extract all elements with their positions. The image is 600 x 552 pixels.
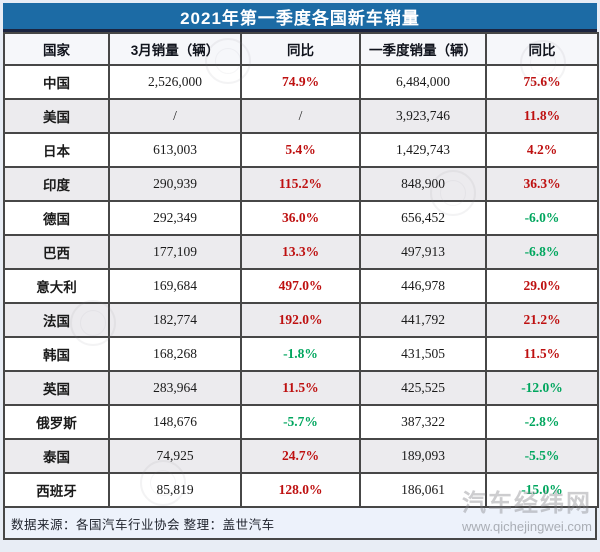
cell-q1-yoy: 11.5% <box>485 336 599 372</box>
cell-march-sales: 182,774 <box>108 302 242 338</box>
cell-q1-sales: 1,429,743 <box>359 132 487 168</box>
cell-country: 英国 <box>3 370 110 406</box>
table-row: 俄罗斯 148,676 -5.7% 387,322 -2.8% <box>3 404 599 440</box>
col-header-march-yoy: 同比 <box>240 32 361 66</box>
cell-country: 俄罗斯 <box>3 404 110 440</box>
cell-q1-sales: 497,913 <box>359 234 487 270</box>
cell-q1-yoy: 21.2% <box>485 302 599 338</box>
cell-march-yoy: -5.7% <box>240 404 361 440</box>
cell-q1-yoy: 36.3% <box>485 166 599 202</box>
cell-march-yoy: -1.8% <box>240 336 361 372</box>
cell-march-sales: 177,109 <box>108 234 242 270</box>
cell-q1-sales: 186,061 <box>359 472 487 508</box>
cell-q1-sales: 6,484,000 <box>359 64 487 100</box>
cell-country: 德国 <box>3 200 110 236</box>
table-row: 德国 292,349 36.0% 656,452 -6.0% <box>3 200 599 236</box>
sales-table: 国家 3月销量（辆） 同比 一季度销量（辆） 同比 中国 2,526,000 74.… <box>3 32 599 508</box>
cell-march-sales: 292,349 <box>108 200 242 236</box>
cell-march-sales: 85,819 <box>108 472 242 508</box>
cell-q1-yoy: -2.8% <box>485 404 599 440</box>
table-row: 中国 2,526,000 74.9% 6,484,000 75.6% <box>3 64 599 100</box>
cell-march-yoy: 128.0% <box>240 472 361 508</box>
cell-q1-sales: 425,525 <box>359 370 487 406</box>
col-header-country: 国家 <box>3 32 110 66</box>
header-row: 国家 3月销量（辆） 同比 一季度销量（辆） 同比 <box>3 32 599 66</box>
source-note-text: 数据来源：各国汽车行业协会 整理：盖世汽车 <box>11 517 275 532</box>
cell-q1-yoy: 4.2% <box>485 132 599 168</box>
cell-q1-sales: 848,900 <box>359 166 487 202</box>
cell-march-yoy: 36.0% <box>240 200 361 236</box>
cell-march-sales: 2,526,000 <box>108 64 242 100</box>
cell-march-sales: / <box>108 98 242 134</box>
cell-march-yoy: 13.3% <box>240 234 361 270</box>
cell-march-sales: 74,925 <box>108 438 242 474</box>
cell-q1-sales: 431,505 <box>359 336 487 372</box>
table-row: 韩国 168,268 -1.8% 431,505 11.5% <box>3 336 599 372</box>
cell-q1-yoy: -6.0% <box>485 200 599 236</box>
cell-march-sales: 169,684 <box>108 268 242 304</box>
cell-country: 美国 <box>3 98 110 134</box>
table-row: 印度 290,939 115.2% 848,900 36.3% <box>3 166 599 202</box>
title-bar: 2021年第一季度各国新车销量 <box>3 3 597 32</box>
table-row: 英国 283,964 11.5% 425,525 -12.0% <box>3 370 599 406</box>
cell-march-yoy: 497.0% <box>240 268 361 304</box>
cell-march-sales: 148,676 <box>108 404 242 440</box>
cell-q1-sales: 441,792 <box>359 302 487 338</box>
cell-q1-yoy: -15.0% <box>485 472 599 508</box>
cell-march-sales: 613,003 <box>108 132 242 168</box>
cell-march-yoy: 5.4% <box>240 132 361 168</box>
col-header-march-sales: 3月销量（辆） <box>108 32 242 66</box>
cell-q1-yoy: -6.8% <box>485 234 599 270</box>
page-title: 2021年第一季度各国新车销量 <box>180 8 420 28</box>
cell-march-yoy: 24.7% <box>240 438 361 474</box>
cell-q1-sales: 387,322 <box>359 404 487 440</box>
cell-q1-sales: 3,923,746 <box>359 98 487 134</box>
table-row: 泰国 74,925 24.7% 189,093 -5.5% <box>3 438 599 474</box>
cell-q1-sales: 189,093 <box>359 438 487 474</box>
table-row: 巴西 177,109 13.3% 497,913 -6.8% <box>3 234 599 270</box>
cell-q1-sales: 656,452 <box>359 200 487 236</box>
cell-march-sales: 283,964 <box>108 370 242 406</box>
cell-march-yoy: / <box>240 98 361 134</box>
cell-q1-yoy: -5.5% <box>485 438 599 474</box>
cell-q1-yoy: -12.0% <box>485 370 599 406</box>
cell-q1-sales: 446,978 <box>359 268 487 304</box>
cell-q1-yoy: 29.0% <box>485 268 599 304</box>
table-row: 日本 613,003 5.4% 1,429,743 4.2% <box>3 132 599 168</box>
cell-q1-yoy: 75.6% <box>485 64 599 100</box>
source-note: 数据来源：各国汽车行业协会 整理：盖世汽车 <box>3 508 597 540</box>
cell-country: 法国 <box>3 302 110 338</box>
cell-march-yoy: 192.0% <box>240 302 361 338</box>
cell-country: 巴西 <box>3 234 110 270</box>
cell-q1-yoy: 11.8% <box>485 98 599 134</box>
cell-country: 日本 <box>3 132 110 168</box>
col-header-q1-yoy: 同比 <box>485 32 599 66</box>
table-row: 美国 //3,923,746 11.8% <box>3 98 599 134</box>
cell-march-yoy: 11.5% <box>240 370 361 406</box>
col-header-q1-sales: 一季度销量（辆） <box>359 32 487 66</box>
table-row: 西班牙 85,819 128.0% 186,061 -15.0% <box>3 472 599 508</box>
cell-march-sales: 290,939 <box>108 166 242 202</box>
cell-country: 印度 <box>3 166 110 202</box>
table-row: 意大利 169,684 497.0% 446,978 29.0% <box>3 268 599 304</box>
cell-march-yoy: 115.2% <box>240 166 361 202</box>
cell-march-sales: 168,268 <box>108 336 242 372</box>
cell-country: 中国 <box>3 64 110 100</box>
cell-country: 泰国 <box>3 438 110 474</box>
cell-march-yoy: 74.9% <box>240 64 361 100</box>
cell-country: 意大利 <box>3 268 110 304</box>
cell-country: 韩国 <box>3 336 110 372</box>
cell-country: 西班牙 <box>3 472 110 508</box>
table-row: 法国 182,774 192.0% 441,792 21.2% <box>3 302 599 338</box>
